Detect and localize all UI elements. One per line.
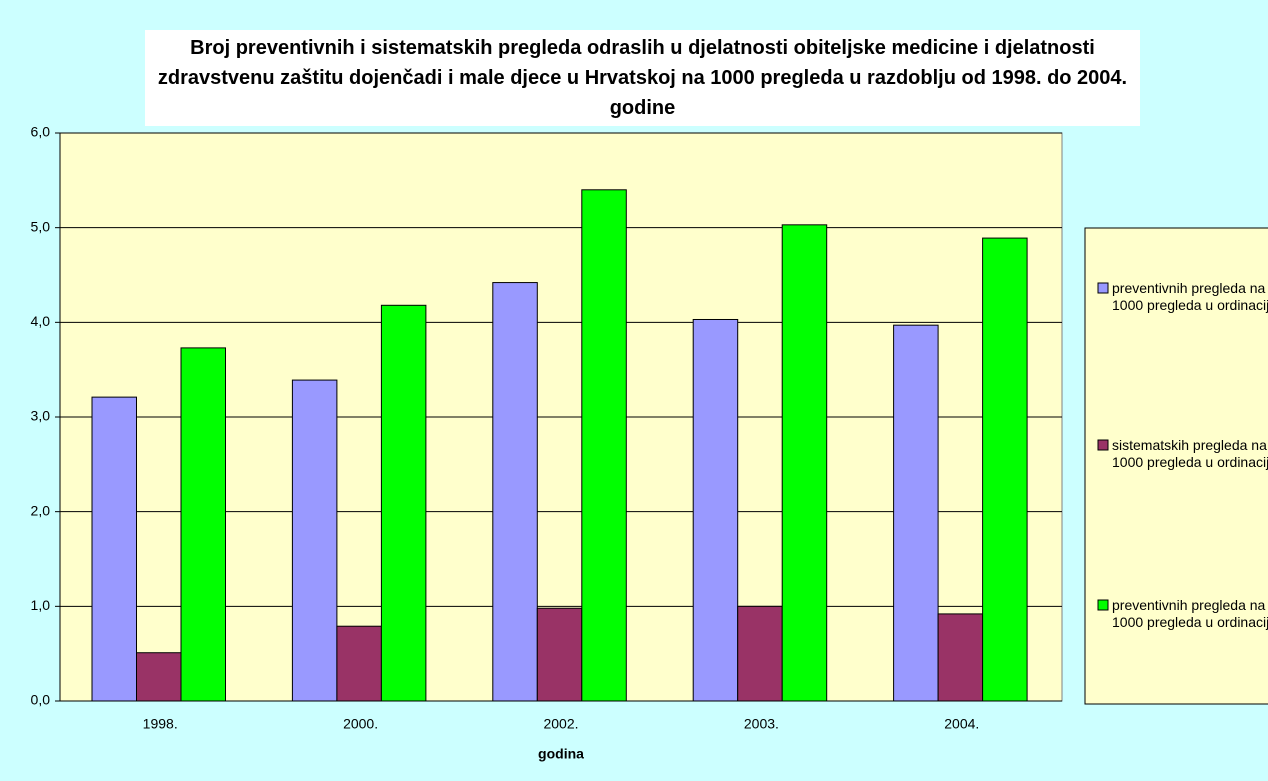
legend-swatch bbox=[1097, 439, 1109, 451]
bar bbox=[180, 347, 226, 702]
legend-label: preventivnih pregleda na 1000 pregleda u… bbox=[1112, 597, 1268, 630]
y-tick-label: 2,0 bbox=[31, 502, 51, 518]
bar bbox=[536, 607, 583, 702]
bar bbox=[492, 282, 538, 702]
bar bbox=[291, 379, 338, 702]
y-tick-label: 0,0 bbox=[31, 692, 51, 708]
bar bbox=[136, 652, 182, 702]
bar bbox=[893, 324, 939, 702]
bar bbox=[581, 189, 627, 702]
x-tick-label: 2004. bbox=[944, 716, 979, 732]
x-tick-label: 2003. bbox=[744, 716, 779, 732]
legend-swatch bbox=[1097, 282, 1109, 294]
bar bbox=[737, 605, 783, 702]
y-tick-label: 3,0 bbox=[31, 408, 51, 424]
bar bbox=[692, 318, 739, 702]
x-tick-label: 2000. bbox=[343, 716, 378, 732]
x-tick-label: 1998. bbox=[143, 716, 178, 732]
bar bbox=[380, 304, 427, 702]
x-axis-label: godina bbox=[538, 746, 584, 762]
y-tick-label: 1,0 bbox=[31, 597, 51, 613]
chart-title: Broj preventivnih i sistematskih pregled… bbox=[145, 30, 1140, 126]
y-tick-label: 6,0 bbox=[31, 124, 51, 140]
bar bbox=[781, 224, 828, 702]
y-tick-label: 5,0 bbox=[31, 218, 51, 234]
bar bbox=[91, 396, 137, 702]
legend-label: sistematskih pregleda na 1000 pregleda u… bbox=[1112, 437, 1268, 470]
bar bbox=[937, 613, 984, 702]
x-tick-label: 2002. bbox=[543, 716, 578, 732]
bar bbox=[336, 625, 382, 702]
legend-label: preventivnih pregleda na 1000 pregleda u… bbox=[1112, 280, 1268, 313]
legend-swatch bbox=[1097, 599, 1109, 611]
bar bbox=[982, 237, 1028, 702]
y-tick-label: 4,0 bbox=[31, 313, 51, 329]
legend-box bbox=[1084, 227, 1268, 705]
